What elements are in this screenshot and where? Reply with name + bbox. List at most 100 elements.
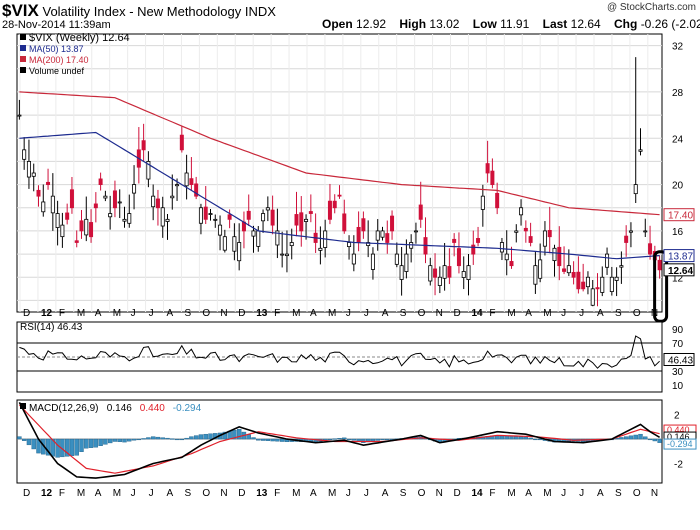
vix-candle-body (476, 238, 481, 243)
macd-hist-bar (652, 438, 658, 442)
high-value: 13.02 (429, 17, 460, 31)
vix-candle-body (456, 248, 461, 267)
macd-legend-label: MACD(12,26,9) (29, 403, 98, 414)
vix-candle-body (562, 268, 567, 272)
macd-hist-bar (337, 438, 342, 440)
month-label: A (95, 308, 102, 319)
macd-hist-bar (275, 438, 280, 442)
macd-value-tag-box (663, 438, 697, 450)
macd-hist-bar (127, 438, 132, 442)
macd-value-tag: -0.294 (663, 438, 697, 450)
vix-candle-body (55, 213, 60, 228)
macd-hist-bar (155, 436, 161, 440)
month-label: N (220, 308, 227, 319)
month-label-bottom: M (292, 488, 300, 499)
vix-candle-body (437, 276, 442, 286)
month-label: N (436, 308, 443, 319)
price-tick-label: 16 (672, 227, 684, 238)
vix-candle-body (208, 213, 213, 215)
vix-candle-body (237, 242, 242, 262)
price-value-tag-text: 13.87 (668, 252, 693, 263)
vix-candle-body (356, 226, 361, 243)
vix-candle-body (628, 230, 633, 233)
vix-candle-body (160, 207, 165, 227)
month-label-bottom: 12 (41, 488, 53, 499)
price-value-tag-box (663, 249, 695, 263)
vix-candle-body (614, 276, 619, 281)
vix-candle-body (504, 253, 509, 261)
vix-candle-body (103, 195, 108, 199)
vix-candle-body (275, 230, 280, 246)
macd-hist-bar (638, 433, 643, 440)
macd-legend-label: 0.440 (140, 403, 165, 414)
credit: @ StockCharts.com (606, 2, 696, 13)
macd-hist-bar (193, 435, 199, 440)
vix-candle-body (69, 189, 74, 209)
macd-hist-bar (174, 438, 180, 441)
last-label: Last (542, 17, 568, 31)
macd-hist-bar (265, 438, 271, 441)
macd-hist-bar (69, 438, 75, 457)
vix-candle-body (74, 240, 79, 243)
month-label-bottom: D (23, 488, 30, 499)
vix-candle-body (89, 222, 94, 238)
macd-hist-bar (270, 438, 275, 442)
vix-candle-body (452, 238, 457, 243)
last-value: 12.64 (570, 17, 601, 31)
macd-hist-bar (236, 429, 242, 440)
price-value-tag-text: 17.40 (668, 211, 693, 222)
macd-hist-bar (112, 438, 118, 442)
month-label: S (400, 308, 407, 319)
macd-hist-bar (327, 438, 333, 441)
vix-candle-body (590, 288, 595, 306)
macd-line (18, 402, 661, 479)
macd-hist-bar (26, 438, 32, 446)
price-value-tag: 13.87 (663, 249, 695, 263)
month-label: S (615, 308, 622, 319)
rsi-tick-label: 70 (672, 339, 684, 350)
macd-hist-bar (93, 438, 99, 448)
macd-hist-bar (79, 438, 84, 452)
month-label-bottom: J (131, 488, 136, 499)
vix-candle-body (22, 149, 27, 160)
macd-hist-bar (131, 438, 137, 441)
vix-candle-body (31, 172, 36, 177)
macd-hist-bar (170, 438, 175, 440)
vix-candle-body (499, 242, 504, 253)
vix-candle-body (141, 140, 146, 151)
macd-hist-bar (198, 434, 204, 440)
price-tick-label: 24 (672, 134, 684, 145)
price-value-tag-box (663, 263, 695, 277)
vix-candle-body (337, 194, 342, 197)
vix-candle-body (485, 163, 490, 174)
month-label: F (489, 308, 495, 319)
vix-candle-body (624, 235, 629, 243)
vix-candle-body (327, 200, 332, 220)
month-label: A (597, 308, 604, 319)
month-label-bottom: 14 (471, 488, 483, 499)
legend-label: MA(50) 13.87 (29, 44, 84, 54)
macd-hist-bar (98, 438, 103, 446)
vix-candle-body (155, 198, 160, 209)
vix-candle-body (418, 204, 423, 220)
price-tick-label: 32 (672, 42, 684, 53)
month-label: D (238, 308, 245, 319)
vix-candle-body (490, 170, 495, 185)
month-label-bottom: D (454, 488, 461, 499)
vix-candle-body (304, 218, 309, 222)
vix-candle-body (179, 134, 184, 151)
vix-candle-body (576, 271, 581, 290)
vix-candle-body (342, 213, 347, 232)
vix-candle-body (638, 149, 643, 152)
vix-candle-body (413, 230, 418, 233)
macd-hist-bar (633, 434, 638, 440)
macd-hist-bar (523, 436, 529, 440)
legend-label: Volume undef (29, 66, 85, 76)
month-label-bottom: N (436, 488, 443, 499)
month-label: A (525, 308, 532, 319)
month-label-bottom: M (328, 488, 336, 499)
month-label: J (131, 308, 136, 319)
vix-candle-body (447, 266, 452, 278)
price-x-axis: D 12 F M A M J J A S O N D 13 F M A M J J A S O N D 14 F M A M J J A S O N (23, 308, 658, 319)
vix-candle-body (203, 206, 208, 220)
